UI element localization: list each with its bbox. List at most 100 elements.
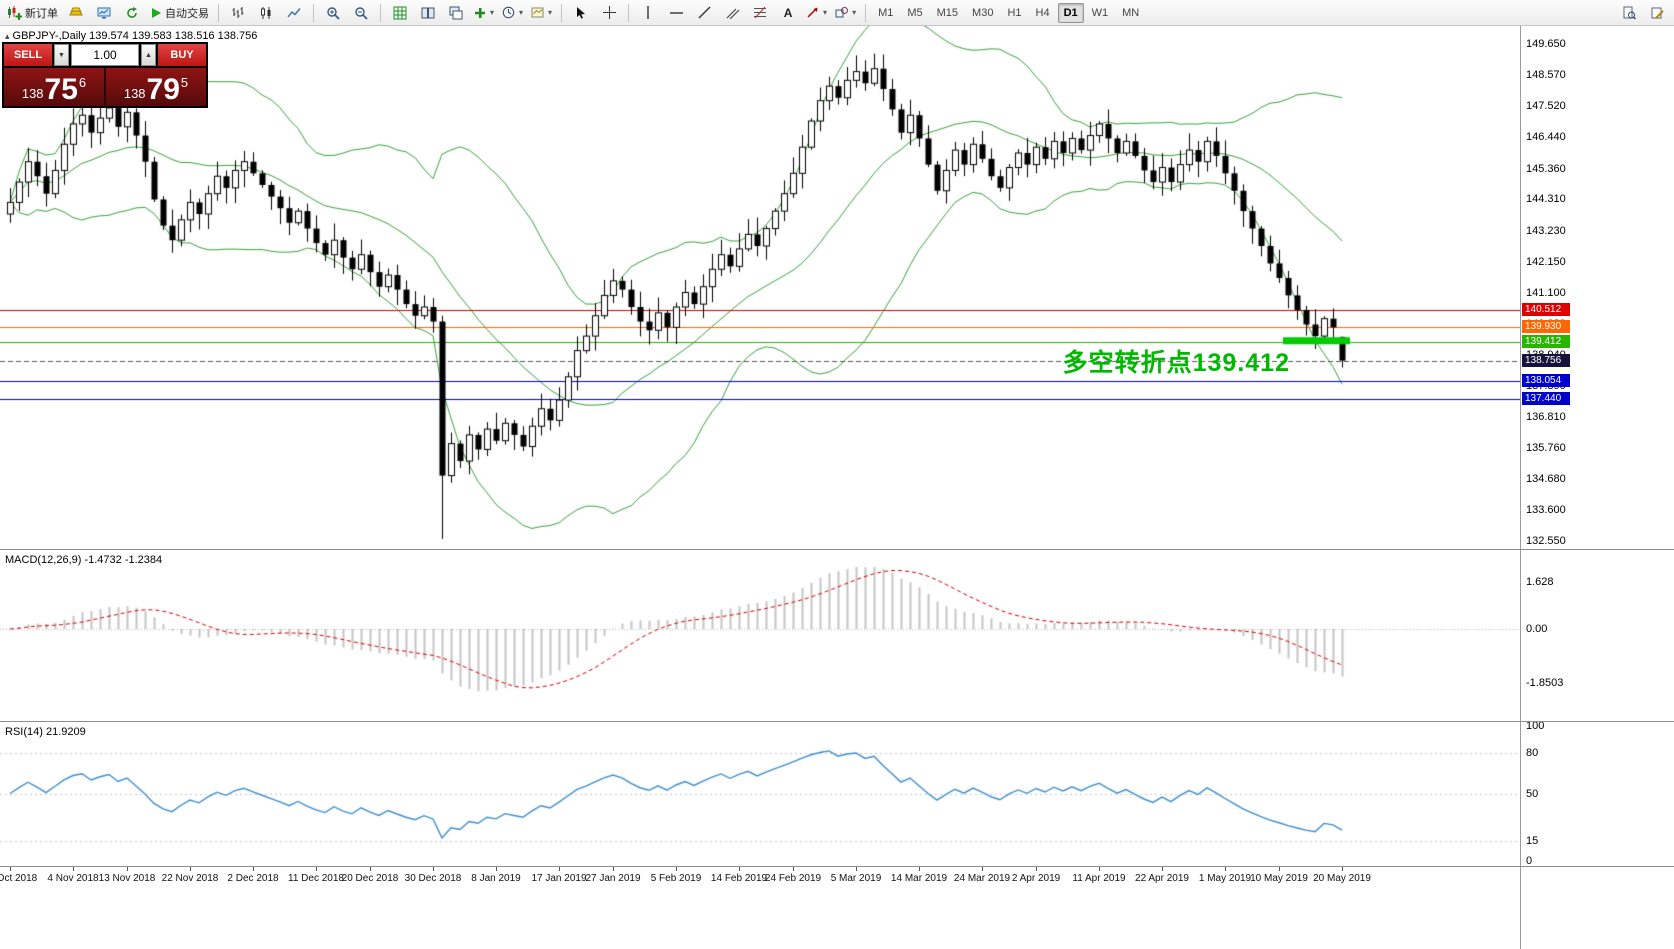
time-axis-label: 30 Dec 2018 xyxy=(404,873,462,884)
bar-chart-button[interactable] xyxy=(225,3,251,23)
sell-button[interactable]: SELL xyxy=(4,44,52,66)
timeframe-M5[interactable]: M5 xyxy=(907,6,923,19)
template-icon xyxy=(531,7,544,18)
panel-separator[interactable] xyxy=(0,866,1674,867)
chevron-down-icon: ▾ xyxy=(852,8,857,17)
price-axis-label: 145.360 xyxy=(1526,162,1566,175)
panel-separator[interactable] xyxy=(0,549,1674,550)
timeframe-D1[interactable]: D1 xyxy=(1057,2,1084,23)
candlestick-chart-button[interactable] xyxy=(253,3,279,23)
price-axis-label: 146.440 xyxy=(1526,131,1566,144)
price-chart-canvas[interactable] xyxy=(0,26,1520,549)
grid-button[interactable] xyxy=(387,3,413,23)
time-axis-label: 8 Jan 2019 xyxy=(471,873,521,884)
periods-button[interactable]: ▾ xyxy=(499,3,526,23)
timeframe-M15[interactable]: M15 xyxy=(936,6,959,19)
time-axis-label: 14 Feb 2019 xyxy=(710,873,768,884)
price-level-badge: 138.054 xyxy=(1522,374,1570,388)
time-axis-label: 20 May 2019 xyxy=(1313,873,1371,884)
timeframe-M1[interactable]: M1 xyxy=(878,6,894,19)
zoom-out-button[interactable] xyxy=(348,3,374,23)
macd-canvas[interactable] xyxy=(0,550,1520,721)
rsi-axis[interactable]: 100 80 50 15 0 xyxy=(1521,722,1674,866)
volume-input[interactable] xyxy=(71,44,139,66)
time-axis-tick xyxy=(856,867,857,871)
timeframe-W1[interactable]: W1 xyxy=(1091,6,1109,19)
symbol-ohlc-label: ▴ GBPJPY-,Daily 139.574 139.583 138.516 1… xyxy=(5,30,258,42)
charts-monitor-button[interactable] xyxy=(91,3,117,23)
time-axis-tick xyxy=(1342,867,1343,871)
toolbar-separator xyxy=(865,3,867,22)
cascade-windows-button[interactable] xyxy=(443,3,469,23)
panel-separator[interactable] xyxy=(0,721,1674,722)
timeframe-MN[interactable]: MN xyxy=(1122,6,1140,19)
rsi-canvas[interactable] xyxy=(0,722,1520,866)
text-button[interactable]: A xyxy=(775,3,801,23)
horizontal-line-button[interactable] xyxy=(663,3,689,23)
sell-price-quote[interactable]: 138 75 6 xyxy=(21,72,87,106)
print-preview-button[interactable] xyxy=(1616,3,1642,23)
buy-button[interactable]: BUY xyxy=(158,44,206,66)
toolbar-separator xyxy=(218,3,219,22)
time-axis-label: 10 May 2019 xyxy=(1250,873,1308,884)
arrow-tool-button[interactable]: ▾ xyxy=(803,3,830,23)
rsi-axis-label: 15 xyxy=(1526,834,1539,847)
chevron-down-icon: ▾ xyxy=(490,8,495,17)
properties-button[interactable] xyxy=(1644,3,1670,23)
price-level-badge: 140.512 xyxy=(1522,302,1570,316)
tile-windows-button[interactable] xyxy=(415,3,441,23)
toolbar-separator xyxy=(628,3,630,22)
timeframe-M30[interactable]: M30 xyxy=(972,6,994,19)
time-axis-tick xyxy=(10,867,11,871)
properties-pencil-icon xyxy=(1651,7,1664,19)
time-axis-tick xyxy=(1279,867,1280,871)
bar-chart-icon xyxy=(232,6,244,18)
rsi-panel: RSI(14) 21.9209 100 80 50 15 0 xyxy=(0,722,1674,866)
price-axis-label: 144.310 xyxy=(1526,193,1566,206)
buy-price-quote[interactable]: 138 79 5 xyxy=(123,72,189,106)
time-axis-label: 1 May 2019 xyxy=(1198,873,1252,884)
price-axis-label: 148.570 xyxy=(1526,69,1566,82)
trendline-button[interactable] xyxy=(691,3,717,23)
cursor-button[interactable] xyxy=(568,3,594,23)
time-axis-label: 11 Apr 2019 xyxy=(1072,873,1126,884)
time-axis-tick xyxy=(1162,867,1163,871)
crosshair-button[interactable] xyxy=(596,3,622,23)
autotrading-button[interactable]: 自动交易 xyxy=(147,3,212,23)
time-axis-label: 11 Dec 2018 xyxy=(288,873,344,884)
price-level-badge: 139.930 xyxy=(1522,319,1570,333)
time-axis-label: 2 Apr 2019 xyxy=(1011,873,1061,884)
line-chart-icon xyxy=(287,7,301,17)
time-axis-label: 5 Feb 2019 xyxy=(650,873,702,884)
timeframe-H4[interactable]: H4 xyxy=(1035,6,1050,19)
add-indicator-button[interactable]: ▾ xyxy=(471,3,497,23)
vertical-line-button[interactable] xyxy=(635,3,661,23)
shapes-button[interactable]: ▾ xyxy=(832,3,859,23)
macd-axis[interactable]: 1.628 0.00 -1.8503 xyxy=(1521,550,1674,721)
time-axis-label: 2 Dec 2018 xyxy=(227,873,279,884)
channel-button[interactable] xyxy=(719,3,745,23)
time-axis-tick xyxy=(496,867,497,871)
timeframe-H1[interactable]: H1 xyxy=(1007,6,1022,19)
price-axis-label: 141.100 xyxy=(1526,286,1566,299)
horizontal-line-icon xyxy=(669,11,683,14)
candlestick-icon xyxy=(261,6,271,19)
price-axis[interactable]: 149.650 148.570 147.520 146.440 145.360 144.3… xyxy=(1521,26,1674,549)
zoom-in-button[interactable] xyxy=(320,3,346,23)
price-axis-label: 142.150 xyxy=(1526,255,1566,268)
time-axis-label: 24 Feb 2019 xyxy=(764,873,822,884)
line-chart-button[interactable] xyxy=(281,3,307,23)
rsi-label: RSI(14) 21.9209 xyxy=(5,726,86,738)
time-axis-label: 14 Mar 2019 xyxy=(890,873,948,884)
refresh-button[interactable] xyxy=(119,3,145,23)
fibonacci-button[interactable] xyxy=(747,3,773,23)
periods-clock-icon xyxy=(502,6,515,19)
zoom-out-icon xyxy=(355,6,368,20)
templates-button[interactable]: ▾ xyxy=(528,3,555,23)
quote-display: 138 75 6 138 79 5 xyxy=(4,68,206,106)
volume-decrease-button[interactable]: ▼ xyxy=(54,44,69,66)
volume-increase-button[interactable]: ▲ xyxy=(141,44,156,66)
gold-bars-button[interactable] xyxy=(63,3,89,23)
new-order-button[interactable]: 新订单 xyxy=(4,3,61,23)
